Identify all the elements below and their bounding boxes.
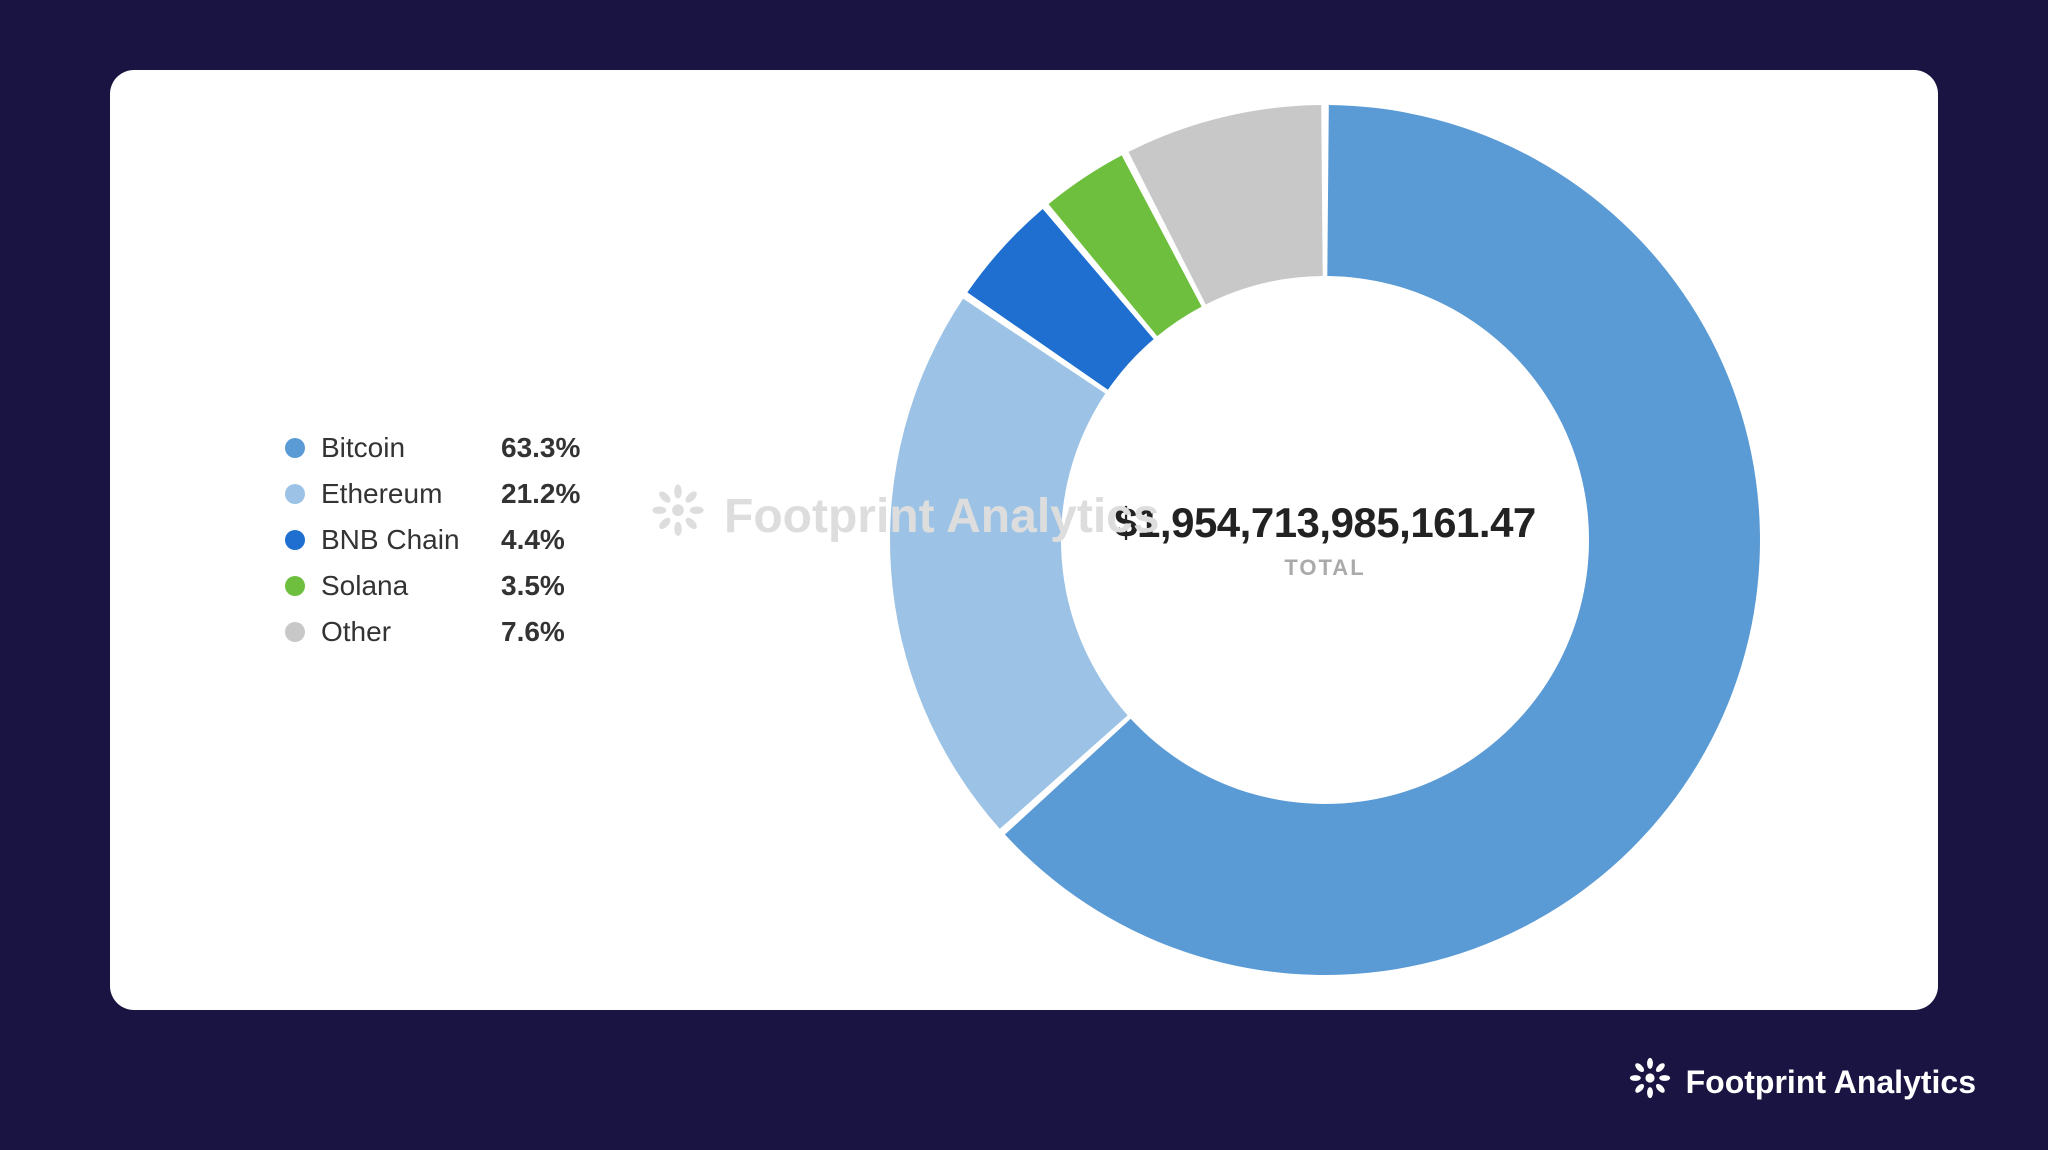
legend-row: Solana3.5% bbox=[285, 570, 580, 602]
donut-center-value: $1,954,713,985,161.47 bbox=[1114, 499, 1536, 547]
brand-footer: Footprint Analytics bbox=[1628, 1056, 1976, 1108]
legend-row: Ethereum21.2% bbox=[285, 478, 580, 510]
legend-label: Ethereum bbox=[321, 478, 501, 510]
donut-center: $1,954,713,985,161.47 TOTAL bbox=[1114, 499, 1536, 581]
donut-center-label: TOTAL bbox=[1114, 555, 1536, 581]
legend-label: Other bbox=[321, 616, 501, 648]
legend-row: Other7.6% bbox=[285, 616, 580, 648]
legend-value: 3.5% bbox=[501, 570, 565, 602]
legend-value: 4.4% bbox=[501, 524, 565, 556]
legend-value: 63.3% bbox=[501, 432, 580, 464]
legend-swatch bbox=[285, 622, 305, 642]
legend-swatch bbox=[285, 530, 305, 550]
legend-row: Bitcoin63.3% bbox=[285, 432, 580, 464]
legend-label: Bitcoin bbox=[321, 432, 501, 464]
footprint-logo-icon bbox=[650, 482, 706, 550]
legend-row: BNB Chain4.4% bbox=[285, 524, 580, 556]
legend-value: 21.2% bbox=[501, 478, 580, 510]
legend-swatch bbox=[285, 484, 305, 504]
brand-text: Footprint Analytics bbox=[1686, 1064, 1976, 1101]
chart-card: Footprint Analytics Bitcoin63.3%Ethereum… bbox=[110, 70, 1938, 1010]
donut-chart: $1,954,713,985,161.47 TOTAL bbox=[890, 105, 1760, 975]
legend-swatch bbox=[285, 438, 305, 458]
legend-label: Solana bbox=[321, 570, 501, 602]
footprint-logo-icon bbox=[1628, 1056, 1672, 1108]
legend-swatch bbox=[285, 576, 305, 596]
chart-legend: Bitcoin63.3%Ethereum21.2%BNB Chain4.4%So… bbox=[285, 432, 580, 648]
legend-label: BNB Chain bbox=[321, 524, 501, 556]
legend-value: 7.6% bbox=[501, 616, 565, 648]
